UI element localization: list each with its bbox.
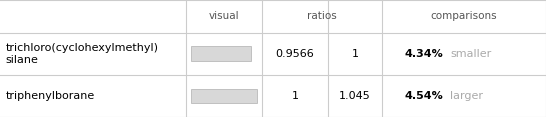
FancyBboxPatch shape [191, 46, 251, 61]
Text: ratios: ratios [307, 11, 337, 21]
Text: trichloro(cyclohexylmethyl)
silane: trichloro(cyclohexylmethyl) silane [5, 43, 158, 65]
Text: larger: larger [450, 91, 483, 101]
Text: 4.34%: 4.34% [404, 49, 443, 59]
Text: smaller: smaller [450, 49, 492, 59]
FancyBboxPatch shape [191, 89, 257, 103]
Text: 1: 1 [292, 91, 298, 101]
Text: visual: visual [209, 11, 239, 21]
Text: 4.54%: 4.54% [404, 91, 443, 101]
Text: comparisons: comparisons [431, 11, 497, 21]
Text: 0.9566: 0.9566 [276, 49, 314, 59]
Text: triphenylborane: triphenylborane [5, 91, 94, 101]
Text: 1.045: 1.045 [339, 91, 371, 101]
Text: 1: 1 [352, 49, 358, 59]
